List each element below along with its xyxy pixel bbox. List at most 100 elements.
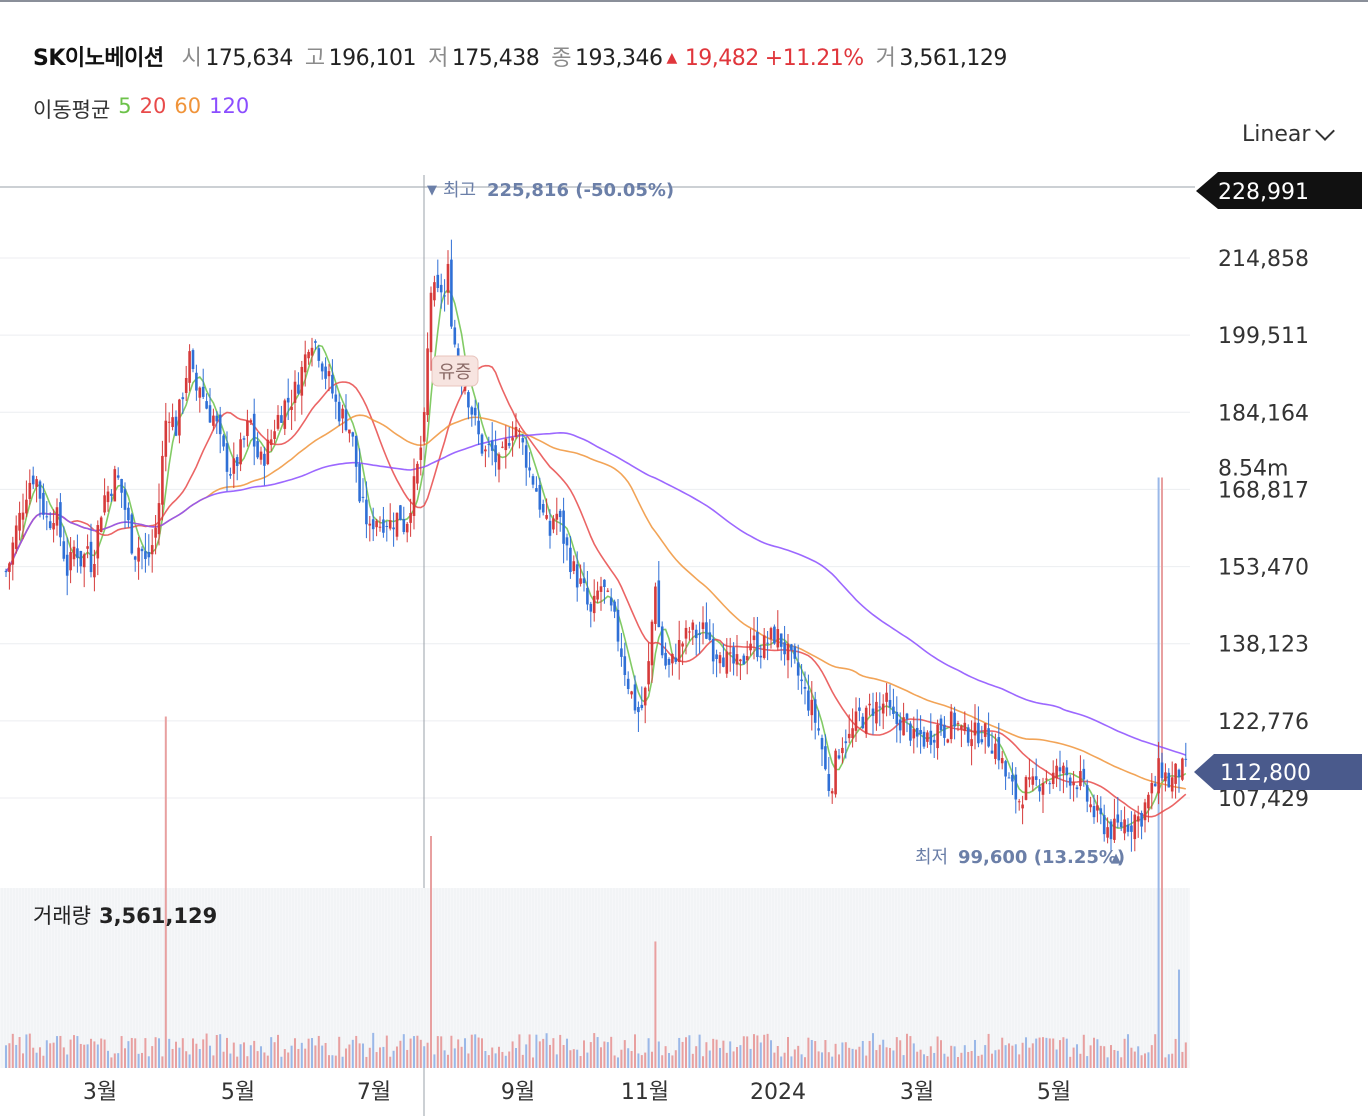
volume-bar: [188, 1054, 191, 1068]
candle-body: [42, 492, 45, 515]
volume-bar: [678, 1037, 681, 1068]
volume-bar: [685, 1037, 687, 1068]
volume-bar: [872, 1033, 874, 1068]
stock-name[interactable]: SK이노베이션: [33, 46, 164, 71]
x-tick-label: 3월: [83, 1080, 117, 1105]
volume-bar: [715, 1039, 718, 1068]
candle-body: [1106, 827, 1109, 838]
candle-body: [93, 563, 96, 578]
candle-body: [361, 496, 365, 498]
candle-body: [521, 438, 525, 443]
volume-bar: [1028, 1047, 1031, 1068]
candle-body: [28, 482, 32, 499]
candle-body: [807, 690, 810, 711]
candle-body: [579, 578, 582, 584]
candle-body: [450, 259, 453, 327]
volume-bar: [970, 1050, 973, 1068]
candle-body: [239, 439, 242, 465]
candle-body: [375, 520, 378, 528]
volume-bar: [1062, 1037, 1065, 1068]
candle-body: [416, 463, 419, 484]
candle-body: [96, 525, 100, 559]
volume-bar: [817, 1051, 820, 1068]
volume-background-bars: [1, 888, 1188, 1068]
candle-body: [854, 711, 858, 731]
candle-body: [620, 648, 623, 657]
candle-body: [1079, 771, 1082, 787]
volume-bar: [630, 1051, 633, 1068]
volume-bar: [399, 1040, 402, 1068]
candle-body: [1177, 769, 1181, 778]
volume-bar: [1093, 1037, 1095, 1068]
candle-body: [1034, 776, 1038, 780]
candle-body: [494, 445, 497, 463]
volume-bar: [702, 1056, 704, 1068]
volume-bar: [1120, 1057, 1123, 1068]
volume-bar: [457, 1039, 460, 1068]
volume-bar: [804, 1057, 806, 1068]
volume-bar: [766, 1033, 769, 1068]
candle-body: [1021, 804, 1024, 809]
volume-bar: [787, 1037, 789, 1068]
volume-bar: [1171, 1053, 1174, 1068]
volume-bar: [331, 1055, 334, 1068]
candle-body: [769, 628, 773, 640]
scale-dropdown[interactable]: Linear: [1242, 120, 1336, 147]
volume-bar: [705, 1042, 708, 1068]
candle-body: [307, 351, 310, 359]
candle-body: [504, 438, 508, 451]
volume-value: 3,561,129: [899, 46, 1007, 71]
volume-bar: [453, 1048, 456, 1068]
candle-body: [1089, 804, 1092, 808]
up-arrow-icon: ▲: [666, 50, 678, 66]
volume-bar: [562, 1044, 565, 1068]
candle-body: [735, 654, 739, 665]
candle-body: [154, 527, 157, 538]
volume-bar: [263, 1052, 266, 1068]
volume-bar: [504, 1055, 507, 1068]
candle-body: [943, 724, 946, 738]
candle-body: [939, 718, 943, 731]
candle-body: [708, 632, 712, 640]
candle-body: [1075, 787, 1079, 790]
volume-bar: [185, 1051, 188, 1068]
candle-body: [871, 708, 875, 716]
volume-bar: [569, 1050, 572, 1068]
volume-bar: [83, 1044, 86, 1068]
volume-bar: [831, 1056, 834, 1068]
volume-bar: [1116, 1050, 1119, 1068]
volume-bar: [579, 1056, 582, 1068]
candle-body: [123, 489, 127, 510]
candle-body: [205, 401, 208, 409]
candle-body: [487, 443, 491, 445]
event-marker-badge[interactable]: [431, 355, 479, 387]
close-label: 종: [551, 46, 572, 71]
volume-bar: [413, 1036, 415, 1068]
candle-body: [446, 263, 450, 293]
candle-body: [582, 578, 586, 584]
volume-bar: [96, 1044, 99, 1068]
volume-bar: [916, 1051, 919, 1068]
volume-bar: [1072, 1047, 1075, 1068]
moving-average-legend[interactable]: 이동평균 5 20 60 120: [33, 94, 257, 124]
volume-bar: [5, 1045, 7, 1068]
markers: 228,991 112,800 ▼ 최고 225,816 (-50.05%) 최저 99,6…: [427, 172, 1362, 868]
candle-body: [429, 292, 433, 353]
volume-bar: [1042, 1037, 1044, 1068]
candle-body: [535, 488, 538, 492]
candle-body: [688, 631, 691, 633]
candle-body: [38, 481, 42, 499]
volume-bar: [746, 1036, 749, 1068]
candle-body: [909, 723, 912, 741]
candle-body: [725, 651, 729, 674]
volume-bar: [729, 1041, 732, 1068]
volume-bar: [620, 1049, 623, 1068]
volume-bar: [396, 1046, 398, 1068]
candle-body: [1109, 821, 1113, 840]
candle-body: [861, 716, 865, 729]
candle-body: [354, 435, 358, 467]
candle-body: [796, 662, 800, 676]
candle-body: [382, 519, 385, 533]
volume-bar: [623, 1040, 626, 1068]
